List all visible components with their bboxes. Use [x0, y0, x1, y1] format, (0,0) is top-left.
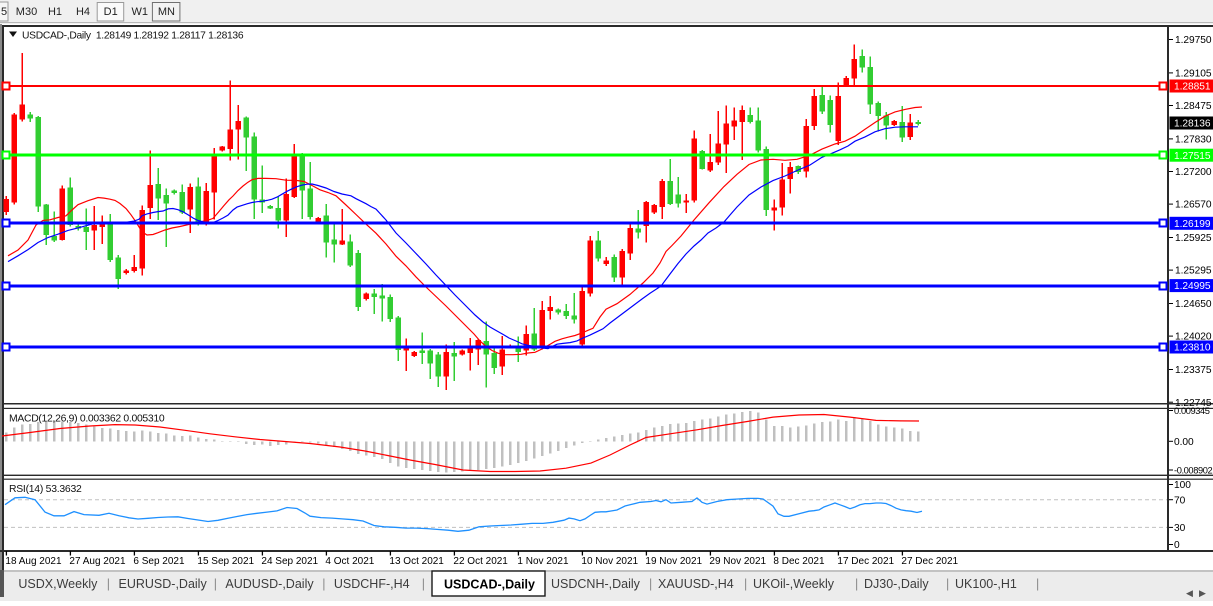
svg-text:27 Dec 2021: 27 Dec 2021 [901, 556, 958, 567]
svg-text:30: 30 [1174, 523, 1186, 534]
svg-text:1.23375: 1.23375 [1175, 365, 1212, 376]
svg-text:1.26199: 1.26199 [1174, 219, 1211, 230]
svg-text:19 Nov 2021: 19 Nov 2021 [645, 556, 702, 567]
svg-text:22 Oct 2021: 22 Oct 2021 [453, 556, 508, 567]
svg-text:USDCAD-,Daily 1.28149 1.28192: USDCAD-,Daily 1.28149 1.28192 1.28117 1.… [22, 31, 244, 42]
svg-text:|: | [107, 577, 110, 591]
svg-text:0.00: 0.00 [1174, 437, 1194, 448]
svg-text:17 Dec 2021: 17 Dec 2021 [837, 556, 894, 567]
svg-text:5: 5 [1, 6, 7, 18]
svg-text:27 Aug 2021: 27 Aug 2021 [69, 556, 126, 567]
svg-text:1.29750: 1.29750 [1175, 35, 1212, 46]
svg-text:1 Nov 2021: 1 Nov 2021 [517, 556, 569, 567]
svg-text:10 Nov 2021: 10 Nov 2021 [581, 556, 638, 567]
svg-text:1.27515: 1.27515 [1174, 151, 1211, 162]
svg-text:XAUUSD-,H4: XAUUSD-,H4 [658, 577, 734, 591]
svg-text:|: | [1036, 577, 1039, 591]
svg-text:UKOil-,Weekly: UKOil-,Weekly [753, 577, 835, 591]
svg-text:|: | [855, 577, 858, 591]
svg-text:-0.008902: -0.008902 [1174, 466, 1213, 476]
svg-text:24 Sep 2021: 24 Sep 2021 [261, 556, 318, 567]
svg-text:|: | [744, 577, 747, 591]
svg-text:1.28851: 1.28851 [1174, 82, 1211, 93]
svg-text:EURUSD-,Daily: EURUSD-,Daily [119, 577, 208, 591]
svg-text:|: | [322, 577, 325, 591]
svg-text:◀: ◀ [1186, 588, 1193, 598]
svg-text:1.27200: 1.27200 [1175, 167, 1212, 178]
svg-text:4 Oct 2021: 4 Oct 2021 [325, 556, 374, 567]
svg-text:|: | [946, 577, 949, 591]
svg-text:0: 0 [1174, 540, 1180, 551]
svg-text:1.25295: 1.25295 [1175, 266, 1212, 277]
svg-text:H4: H4 [76, 6, 90, 18]
svg-text:USDCAD-,Daily: USDCAD-,Daily [444, 578, 535, 592]
svg-text:W1: W1 [132, 6, 149, 18]
svg-text:0.009345: 0.009345 [1174, 406, 1210, 416]
svg-text:100: 100 [1174, 480, 1191, 491]
svg-text:1.23810: 1.23810 [1174, 343, 1211, 354]
svg-text:USDCHF-,H4: USDCHF-,H4 [334, 577, 410, 591]
svg-text:MACD(12,26,9) 0.003362 0.00531: MACD(12,26,9) 0.003362 0.005310 [9, 414, 165, 425]
svg-text:1.24995: 1.24995 [1174, 281, 1211, 292]
svg-text:1.28136: 1.28136 [1174, 119, 1211, 130]
svg-text:M30: M30 [16, 6, 37, 18]
svg-text:1.29105: 1.29105 [1175, 69, 1212, 80]
svg-text:D1: D1 [104, 6, 118, 18]
svg-text:MN: MN [158, 6, 175, 18]
svg-text:29 Nov 2021: 29 Nov 2021 [709, 556, 766, 567]
svg-text:▶: ▶ [1199, 588, 1206, 598]
svg-text:|: | [649, 577, 652, 591]
svg-text:1.27830: 1.27830 [1175, 135, 1212, 146]
svg-text:6 Sep 2021: 6 Sep 2021 [133, 556, 185, 567]
svg-text:UK100-,H1: UK100-,H1 [955, 577, 1017, 591]
svg-text:1.26570: 1.26570 [1175, 200, 1212, 211]
svg-text:18 Aug 2021: 18 Aug 2021 [5, 556, 62, 567]
svg-text:70: 70 [1174, 495, 1186, 506]
svg-text:USDCNH-,Daily: USDCNH-,Daily [551, 577, 641, 591]
svg-text:8 Dec 2021: 8 Dec 2021 [773, 556, 825, 567]
svg-text:|: | [214, 577, 217, 591]
svg-text:15 Sep 2021: 15 Sep 2021 [197, 556, 254, 567]
svg-text:|: | [422, 577, 425, 591]
svg-text:AUDUSD-,Daily: AUDUSD-,Daily [225, 577, 314, 591]
svg-text:1.25925: 1.25925 [1175, 233, 1212, 244]
svg-text:RSI(14) 53.3632: RSI(14) 53.3632 [9, 484, 82, 495]
svg-text:H1: H1 [48, 6, 62, 18]
svg-text:1.24650: 1.24650 [1175, 299, 1212, 310]
svg-text:USDX,Weekly: USDX,Weekly [18, 577, 98, 591]
svg-text:DJ30-,Daily: DJ30-,Daily [864, 577, 929, 591]
svg-text:13 Oct 2021: 13 Oct 2021 [389, 556, 444, 567]
svg-text:1.28475: 1.28475 [1175, 101, 1212, 112]
